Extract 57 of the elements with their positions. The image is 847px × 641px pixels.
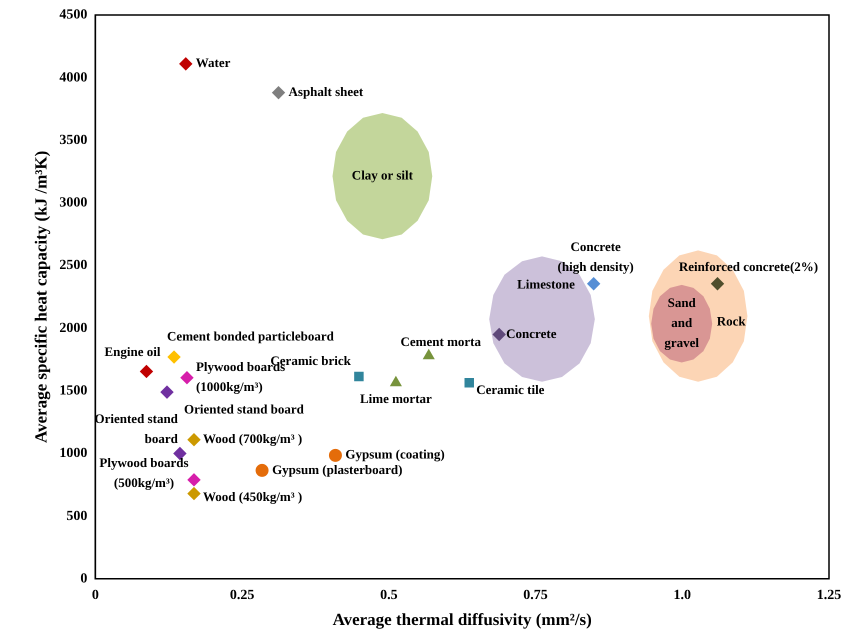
series-label: Oriented stand board bbox=[94, 410, 179, 446]
y-tick-label: 1000 bbox=[59, 446, 88, 462]
series-label: Engine oil bbox=[104, 344, 161, 359]
point bbox=[587, 277, 600, 290]
point bbox=[710, 277, 724, 290]
y-tick-label: 500 bbox=[66, 508, 88, 524]
series-label: Clay or silt bbox=[352, 167, 414, 182]
x-tick-label: 0.75 bbox=[523, 588, 548, 603]
point bbox=[187, 433, 200, 446]
point bbox=[180, 371, 194, 384]
point bbox=[168, 350, 181, 364]
series-label: Ceramic tile bbox=[476, 382, 545, 398]
point bbox=[328, 448, 342, 462]
y-tick-label: 2500 bbox=[59, 258, 88, 274]
x-tick-label: 1.0 bbox=[674, 588, 692, 603]
point bbox=[179, 57, 192, 70]
y-tick-label: 3000 bbox=[59, 196, 88, 211]
x-axis-title: Average thermal diffusivity (mm²/s) bbox=[332, 610, 592, 630]
series-label: Concrete bbox=[506, 326, 557, 341]
point bbox=[492, 328, 506, 341]
y-tick-label: 4500 bbox=[59, 8, 88, 23]
x-tick-label: 0.25 bbox=[230, 588, 254, 603]
point bbox=[140, 364, 153, 378]
point bbox=[464, 378, 474, 388]
x-tick-label: 0 bbox=[92, 588, 99, 603]
point bbox=[390, 376, 402, 386]
point bbox=[272, 86, 286, 100]
series-label: Gypsum (plasterboard) bbox=[272, 462, 402, 477]
y-tick-label: 1500 bbox=[59, 383, 88, 398]
point bbox=[423, 349, 434, 360]
series-label: Limestone bbox=[517, 276, 576, 292]
point bbox=[187, 487, 200, 500]
y-tick-label: 4000 bbox=[59, 70, 88, 86]
series-label: Concrete (high density) bbox=[558, 239, 634, 274]
x-tick-label: 1.25 bbox=[816, 588, 842, 603]
series-label: Cement morta bbox=[400, 334, 482, 350]
series-label: Rock bbox=[716, 313, 746, 328]
x-tick-label: 0.5 bbox=[380, 588, 398, 603]
point bbox=[354, 372, 364, 382]
y-tick-label: 2000 bbox=[59, 320, 88, 336]
y-axis-title: Average specific heat capacity (kJ /m³K) bbox=[32, 150, 51, 444]
series-label: Wood (450kg/m³ ) bbox=[202, 488, 302, 504]
series-label: Oriented stand board bbox=[184, 401, 305, 416]
y-tick-label: 0 bbox=[80, 571, 88, 586]
point bbox=[187, 473, 200, 486]
series-label: Lime mortar bbox=[360, 391, 432, 406]
series-label: Water bbox=[196, 55, 231, 70]
series-label: Sand and gravel bbox=[664, 295, 700, 350]
series-label: Asphalt sheet bbox=[288, 84, 364, 100]
point bbox=[256, 464, 269, 477]
y-tick-label: 3500 bbox=[59, 132, 88, 148]
series-label: Cement bonded particleboard bbox=[167, 328, 335, 344]
series-label: Gypsum (coating) bbox=[345, 446, 445, 462]
series-label: Wood (700kg/m³ ) bbox=[202, 431, 302, 446]
point bbox=[160, 386, 174, 399]
text: Reinforced concrete(2%) bbox=[678, 259, 818, 274]
series-label: Plywood boards (500kg/m³) bbox=[99, 455, 189, 490]
